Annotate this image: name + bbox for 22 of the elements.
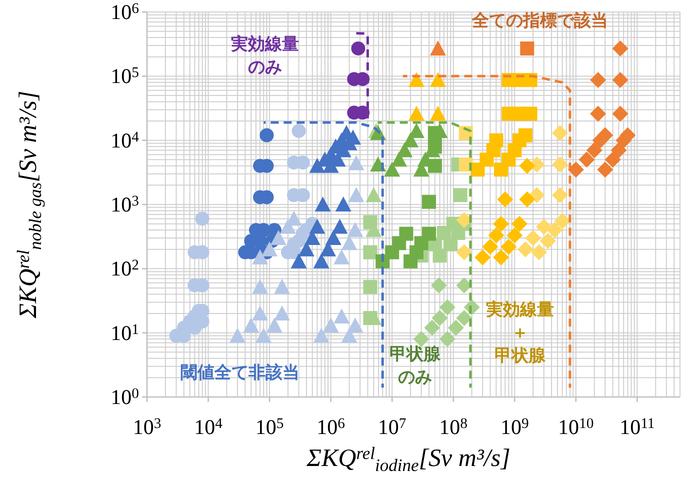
x-tick-label: 10$^{3}$ (132, 415, 162, 439)
annotation: 実効線量＋甲状腺 (485, 300, 554, 366)
y-tick-label: 10$^{4}$ (110, 128, 140, 152)
y-tick-label: 10$^{0}$ (110, 385, 139, 409)
x-tick-label: 10$^{7}$ (378, 415, 406, 439)
y-tick-label: 10$^{1}$ (110, 320, 139, 345)
annotation: 実効線量のみ (230, 34, 299, 78)
y-tick-label: 10$^{6}$ (110, 0, 139, 24)
x-tick-label: 10$^{4}$ (194, 415, 224, 439)
x-tick-label: 10$^{10}$ (558, 415, 594, 439)
y-tick-label: 10$^{2}$ (110, 256, 139, 281)
x-tick-label: 10$^{6}$ (316, 415, 345, 439)
annotation: 甲状腺のみ (390, 344, 442, 388)
x-axis-title: ΣKQ$^{rel}$$_{iodine}$[Sv m³/s] (306, 442, 510, 474)
x-tick-label: 10$^{5}$ (255, 415, 284, 439)
y-tick-label: 10$^{3}$ (110, 192, 139, 216)
x-tick-label: 10$^{11}$ (620, 415, 655, 439)
x-tick-label: 10$^{8}$ (439, 415, 468, 439)
annotation: 全ての指標で該当 (471, 11, 608, 31)
annotation: 閾値全て非該当 (180, 363, 300, 383)
x-tick-label: 10$^{9}$ (500, 415, 529, 439)
y-tick-label: 10$^{5}$ (110, 64, 139, 88)
